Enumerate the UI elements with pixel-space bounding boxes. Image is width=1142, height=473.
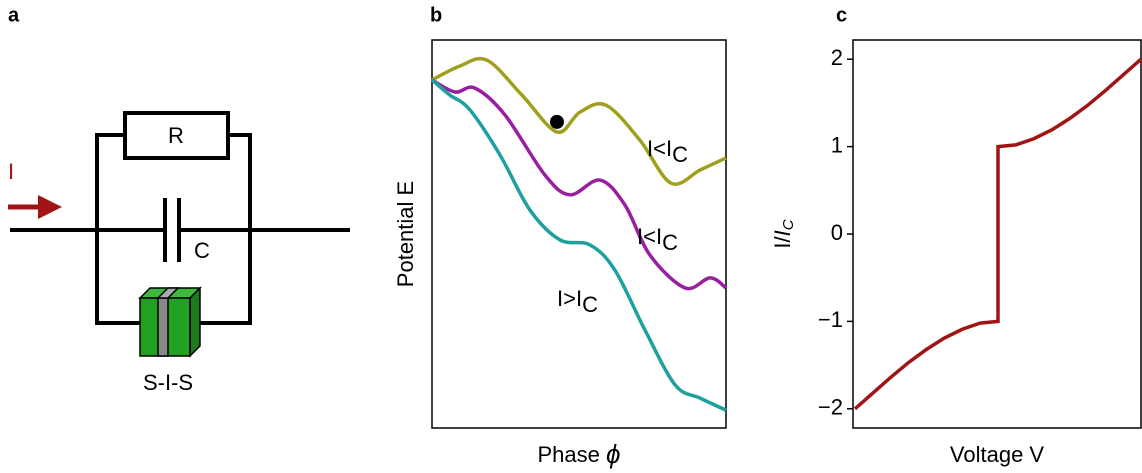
annotation-text: I<I: [647, 136, 672, 161]
panel-label: a: [8, 4, 20, 26]
annotation-text: I<I: [637, 224, 662, 249]
line-series: [853, 57, 1142, 411]
y-tick-label: 0: [831, 220, 843, 245]
junction: [138, 286, 202, 358]
line-series: [431, 78, 728, 291]
resistor: [123, 111, 230, 160]
y-tick-label: −2: [818, 395, 843, 420]
state-marker: [549, 114, 564, 129]
lower-wire: [95, 230, 252, 325]
y-label-text: I/: [770, 235, 795, 248]
annotation-text: I>I: [557, 286, 582, 311]
panel-c: c I/IC Voltage V −2 −1 0 1 2: [770, 4, 1142, 467]
resistor-label: R: [168, 123, 184, 148]
circuit: a I R C S-I-S: [8, 4, 350, 395]
y-tick-label: −1: [818, 307, 843, 332]
current-arrow-head: [38, 195, 62, 219]
y-tick-label: 2: [831, 45, 843, 70]
x-axis-label: Voltage V: [950, 442, 1045, 467]
upper-wire: [95, 133, 252, 230]
y-label-sub: C: [780, 219, 797, 230]
y-tick-label: 1: [831, 132, 843, 157]
x-axis-label: Phase ϕ: [538, 439, 621, 469]
annotation: I<IC: [637, 224, 678, 255]
junction-label: S-I-S: [143, 370, 193, 395]
annotation-sub: C: [582, 292, 598, 317]
y-axis-label: Potential E: [393, 181, 418, 287]
panel-b: b Potential E Phase ϕ I<ICI<ICI>IC: [393, 4, 728, 469]
panel-label: c: [836, 4, 847, 26]
line-series: [430, 78, 727, 412]
capacitor-label: C: [194, 238, 210, 263]
annotation-sub: C: [672, 142, 688, 167]
annotation: I<IC: [647, 136, 688, 167]
plot-frame: [431, 39, 727, 429]
line-series: [431, 56, 727, 186]
x-axis-label-text: Phase: [538, 442, 600, 467]
x-axis-symbol: ϕ: [606, 439, 620, 469]
annotation-sub: C: [662, 230, 678, 255]
y-label-italic: I: [770, 230, 795, 236]
current-label: I: [8, 159, 14, 184]
panel-label: b: [430, 4, 442, 26]
y-axis-label: I/IC: [770, 219, 797, 248]
annotation: I>IC: [557, 286, 598, 317]
